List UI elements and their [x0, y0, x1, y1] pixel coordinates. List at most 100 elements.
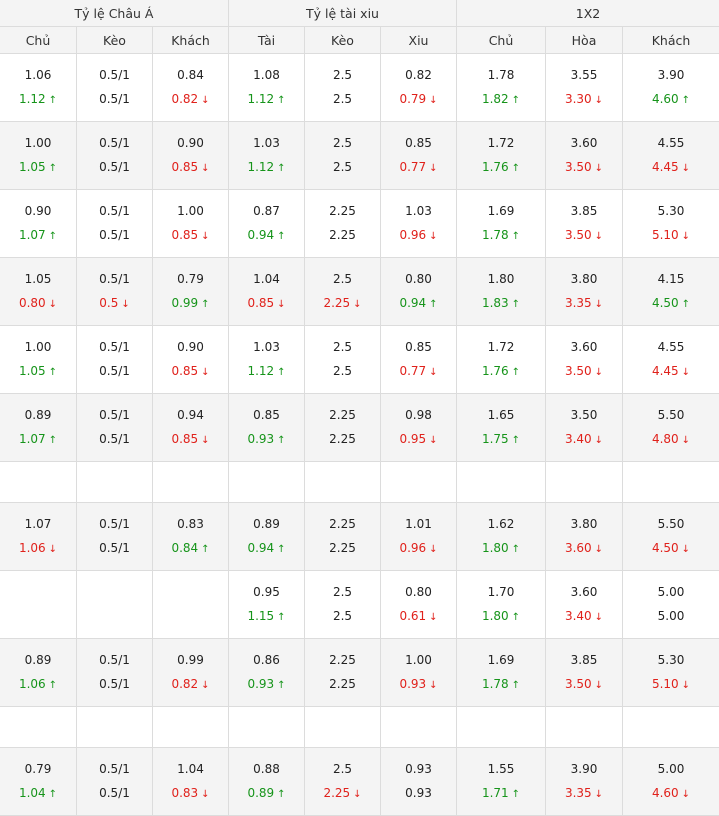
live-odds-value: 0.94 — [247, 541, 275, 555]
arrow-up-icon: ↑ — [429, 299, 438, 310]
arrow-up-icon: ↑ — [277, 95, 286, 106]
odds-cell — [153, 707, 229, 748]
col-header-over: Tài — [229, 27, 305, 54]
live-odds-value: 2.25 — [323, 786, 351, 800]
opening-odds: 0.93 — [405, 762, 432, 776]
live-odds-value: 0.85 — [171, 364, 199, 378]
live-odds: 1.78 ↑ — [457, 675, 545, 693]
live-odds: 2.25 — [305, 226, 380, 244]
live-odds: 0.85 ↓ — [153, 430, 228, 448]
opening-odds: 0.88 — [253, 762, 280, 776]
col-header-under: Xiu — [381, 27, 457, 54]
odds-cell: 0.87 0.94 ↑ — [229, 190, 305, 258]
live-odds: 1.05 ↑ — [0, 158, 76, 176]
col-header-away: Khách — [153, 27, 229, 54]
col-header-line: Kèo — [305, 27, 381, 54]
odds-cell — [77, 462, 153, 503]
live-odds: 1.06 ↑ — [0, 675, 76, 693]
live-odds: 0.5/1 — [77, 430, 152, 448]
opening-odds: 5.00 — [657, 585, 685, 599]
arrow-up-icon: ↑ — [511, 435, 521, 446]
opening-odds: 3.55 — [570, 68, 598, 82]
live-odds: 1.15 ↑ — [229, 607, 304, 625]
live-odds-value: 2.25 — [329, 677, 356, 691]
live-odds-value: 0.5/1 — [99, 364, 130, 378]
arrow-up-icon: ↑ — [511, 789, 521, 800]
opening-odds: 0.5/1 — [99, 272, 130, 286]
live-odds: 0.93 ↑ — [229, 430, 304, 448]
live-odds: 1.04 ↑ — [0, 784, 76, 802]
opening-odds: 0.83 — [177, 517, 204, 531]
live-odds: 2.5 — [305, 362, 380, 380]
live-odds: 2.25 — [305, 675, 380, 693]
odds-cell — [229, 707, 305, 748]
opening-odds: 0.5/1 — [99, 204, 130, 218]
opening-odds: 0.95 — [253, 585, 280, 599]
live-odds-value: 1.12 — [247, 92, 275, 106]
live-odds-value: 2.5 — [332, 92, 353, 106]
opening-odds: 1.78 — [487, 68, 515, 82]
odds-cell: 4.55 4.45 ↓ — [623, 326, 719, 394]
live-odds-value: 3.50 — [564, 160, 592, 174]
arrow-down-icon: ↓ — [681, 789, 691, 800]
live-odds: 3.35 ↓ — [546, 784, 622, 802]
odds-cell — [305, 462, 381, 503]
live-odds-value: 1.15 — [247, 609, 275, 623]
live-odds-value: 5.10 — [651, 677, 679, 691]
odds-cell: 5.30 5.10 ↓ — [623, 639, 719, 707]
live-odds-value: 0.93 — [247, 432, 275, 446]
live-odds-value: 0.93 — [247, 677, 275, 691]
opening-odds — [77, 583, 152, 601]
col-header-home: Chủ — [0, 27, 77, 54]
live-odds-value: 0.79 — [399, 92, 427, 106]
arrow-up-icon: ↑ — [48, 95, 58, 106]
opening-odds: 3.60 — [570, 340, 598, 354]
opening-odds: 0.5/1 — [99, 653, 130, 667]
arrow-down-icon: ↓ — [594, 544, 604, 555]
opening-odds: 2.5 — [332, 762, 353, 776]
live-odds: 4.60 ↓ — [623, 784, 719, 802]
odds-cell: 0.5/1 0.5/1 — [77, 54, 153, 122]
live-odds: 0.94 ↑ — [229, 226, 304, 244]
odds-cell: 5.00 5.00 — [623, 571, 719, 639]
live-odds: 1.78 ↑ — [457, 226, 545, 244]
opening-odds: 0.85 — [253, 408, 280, 422]
opening-odds: 5.30 — [657, 204, 685, 218]
odds-cell: 0.95 1.15 ↑ — [229, 571, 305, 639]
odds-cell — [381, 707, 457, 748]
odds-cell — [77, 571, 153, 639]
odds-cell: 1.01 0.96 ↓ — [381, 503, 457, 571]
live-odds: 1.07 ↑ — [0, 430, 76, 448]
arrow-up-icon: ↑ — [511, 544, 521, 555]
live-odds-value: 4.45 — [651, 160, 679, 174]
live-odds-value: 4.80 — [651, 432, 679, 446]
live-odds-value: 3.60 — [564, 541, 592, 555]
odds-cell: 1.70 1.80 ↑ — [457, 571, 546, 639]
opening-odds: 3.80 — [570, 517, 598, 531]
odds-cell: 3.50 3.40 ↓ — [546, 394, 623, 462]
live-odds-value: 1.76 — [481, 160, 509, 174]
arrow-down-icon: ↓ — [429, 367, 438, 378]
live-odds-value: 1.80 — [481, 541, 509, 555]
live-odds-value: 1.78 — [481, 677, 509, 691]
live-odds: 1.12 ↑ — [0, 90, 76, 108]
opening-odds: 1.70 — [487, 585, 515, 599]
arrow-down-icon: ↓ — [201, 163, 210, 174]
live-odds-value: 4.50 — [651, 541, 679, 555]
odds-cell: 3.60 3.50 ↓ — [546, 326, 623, 394]
live-odds: 1.71 ↑ — [457, 784, 545, 802]
opening-odds: 1.05 — [24, 272, 52, 286]
live-odds-value: 0.95 — [399, 432, 427, 446]
live-odds-value: 3.35 — [564, 786, 592, 800]
arrow-down-icon: ↓ — [681, 680, 691, 691]
group-header-asian: Tỷ lệ Châu Á — [0, 0, 229, 27]
odds-cell: 4.15 4.50 ↑ — [623, 258, 719, 326]
opening-odds: 3.85 — [570, 204, 598, 218]
odds-cell: 0.79 0.99 ↑ — [153, 258, 229, 326]
live-odds-value: 1.05 — [18, 160, 46, 174]
opening-odds: 0.98 — [405, 408, 432, 422]
live-odds-value: 0.85 — [247, 296, 275, 310]
live-odds-value: 2.25 — [323, 296, 351, 310]
live-odds-value: 1.80 — [481, 609, 509, 623]
